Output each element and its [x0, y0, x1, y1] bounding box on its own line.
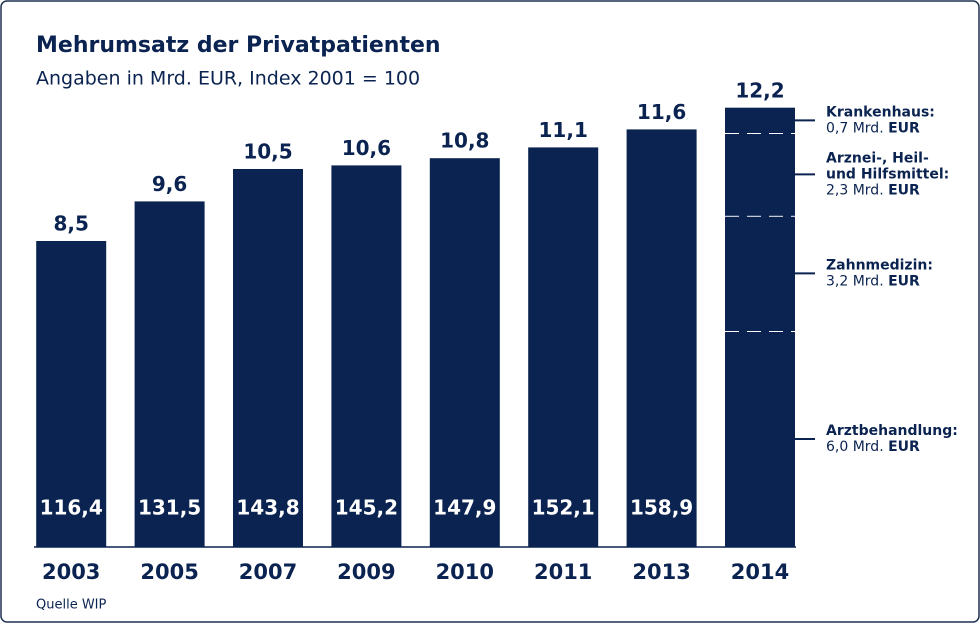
source: Quelle WIP — [36, 598, 107, 613]
value-label: 10,8 — [440, 129, 489, 153]
index-label: 131,5 — [138, 496, 201, 520]
segment-name: und Hilfsmittel: — [826, 166, 949, 182]
bar — [134, 201, 205, 547]
value-label: 11,6 — [637, 100, 686, 124]
segment-value: 2,3 Mrd. EUR — [826, 182, 920, 198]
segment — [725, 107, 795, 133]
x-tick-label: 2013 — [632, 560, 690, 584]
value-label: 10,5 — [243, 140, 292, 164]
segment-name: Arznei-, Heil- — [826, 150, 929, 166]
bar — [331, 165, 402, 547]
segment-unit: EUR — [888, 120, 920, 136]
segment-unit: EUR — [888, 182, 920, 198]
segment — [725, 331, 795, 547]
bar — [36, 241, 107, 547]
x-tick-label: 2010 — [436, 560, 494, 584]
x-tick-label: 2007 — [239, 560, 297, 584]
segment-name: Arztbehandlung: — [826, 423, 958, 439]
value-label: 12,2 — [735, 78, 784, 102]
segment-unit: EUR — [888, 439, 920, 455]
index-label: 158,9 — [630, 496, 693, 520]
index-label: 152,1 — [532, 496, 595, 520]
segment-value: 6,0 Mrd. EUR — [826, 439, 920, 455]
segment-name: Zahnmedizin: — [826, 257, 933, 273]
segment-value: 3,2 Mrd. EUR — [826, 273, 920, 289]
x-tick-label: 2011 — [534, 560, 592, 584]
segment-value: 0,7 Mrd. EUR — [826, 120, 920, 136]
x-tick-label: 2003 — [42, 560, 100, 584]
bar — [233, 169, 303, 547]
bar — [429, 158, 500, 547]
x-tick-label: 2009 — [337, 560, 395, 584]
value-label: 9,6 — [152, 172, 187, 196]
segment-value-label: 3,2 Mrd. — [826, 273, 884, 289]
value-label: 10,6 — [342, 136, 391, 160]
segment — [725, 133, 795, 216]
chart-title: Mehrumsatz der Privatpatienten — [36, 33, 441, 58]
segment-name: Krankenhaus: — [826, 104, 935, 120]
bar — [528, 147, 599, 547]
index-label: 116,4 — [40, 496, 103, 520]
segment-value-label: 2,3 Mrd. — [826, 182, 884, 198]
index-label: 147,9 — [433, 496, 496, 520]
segment-unit: EUR — [888, 273, 920, 289]
segment — [725, 215, 795, 331]
x-tick-label: 2005 — [140, 560, 198, 584]
bar — [626, 129, 697, 547]
value-label: 11,1 — [539, 118, 588, 142]
segment-value-label: 6,0 Mrd. — [826, 439, 884, 455]
segment-value-label: 0,7 Mrd. — [826, 120, 884, 136]
x-tick-label: 2014 — [731, 560, 789, 584]
index-label: 143,8 — [236, 496, 299, 520]
chart-subtitle: Angaben in Mrd. EUR, Index 2001 = 100 — [36, 68, 420, 90]
value-label: 8,5 — [53, 212, 88, 236]
index-label: 145,2 — [335, 496, 398, 520]
